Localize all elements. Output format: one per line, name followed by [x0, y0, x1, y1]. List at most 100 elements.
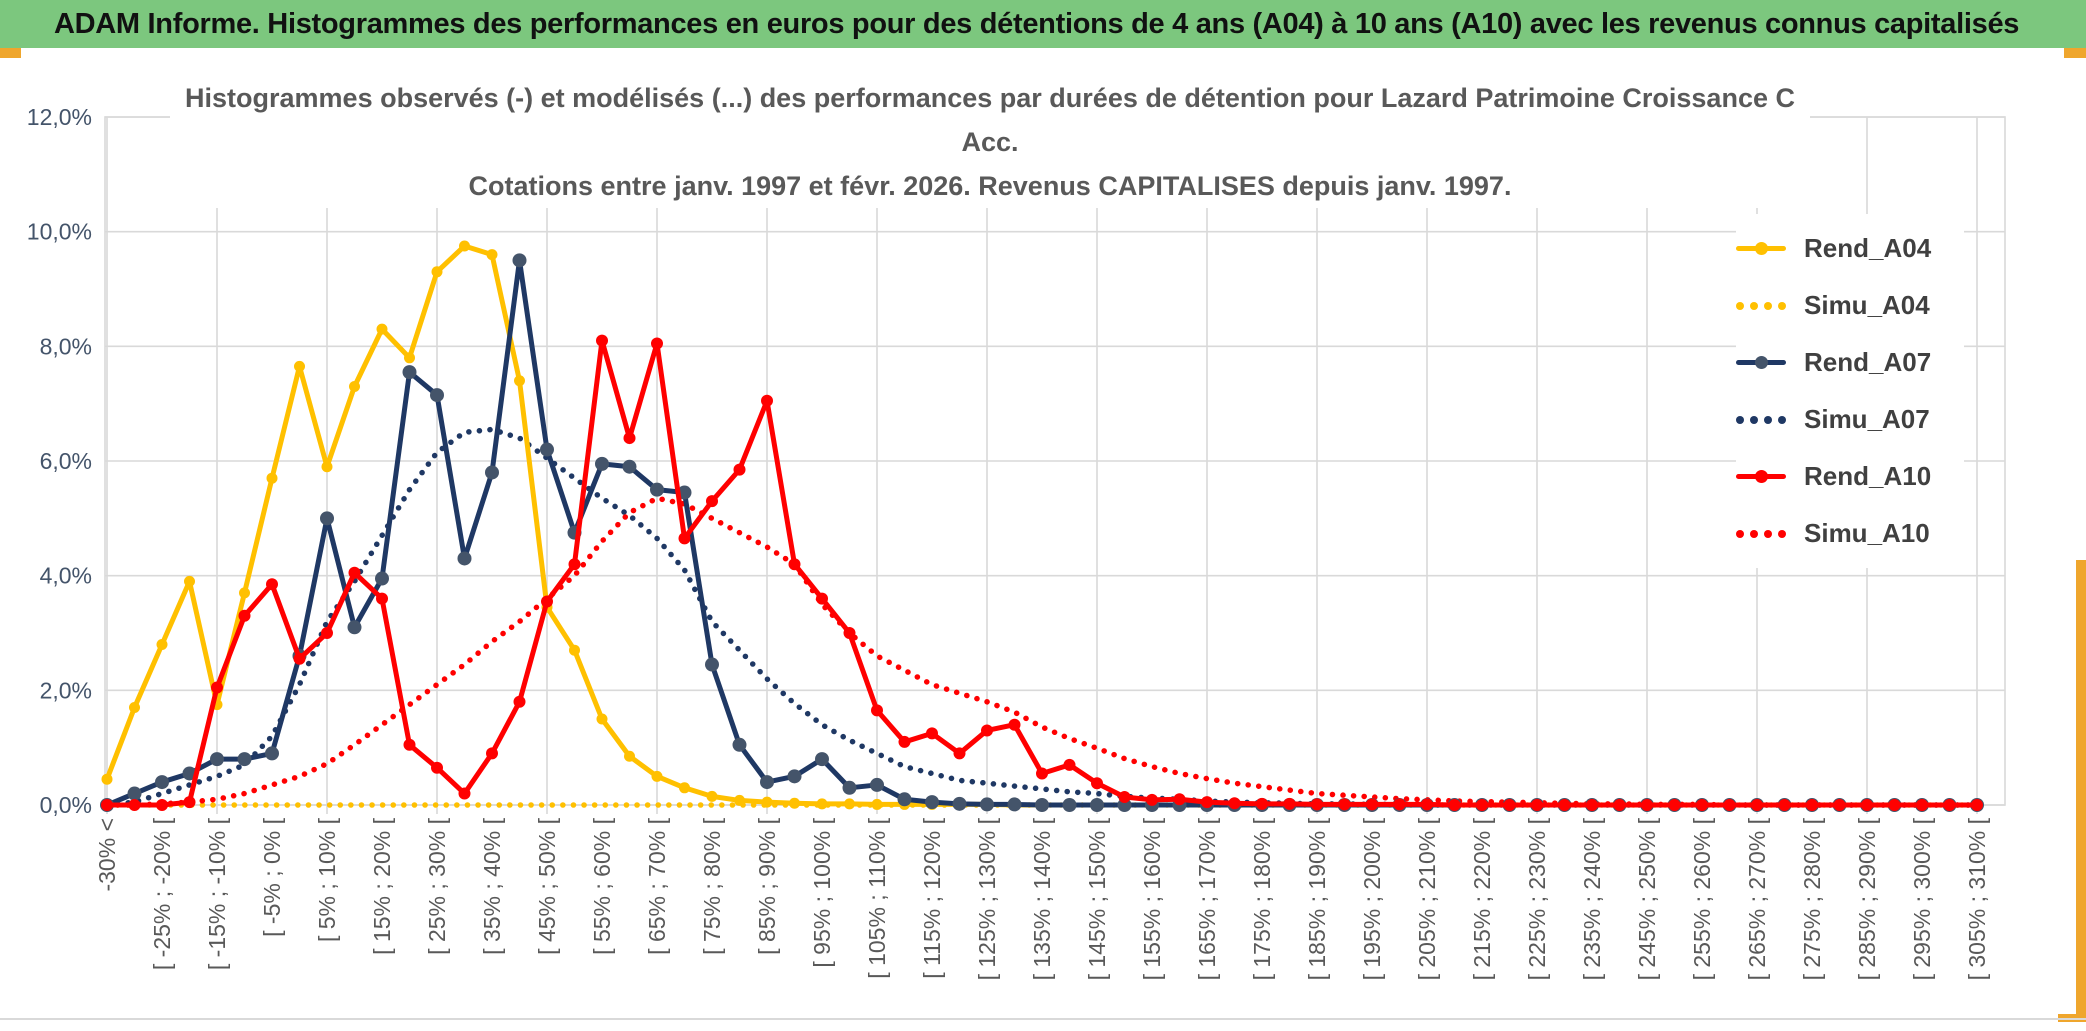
series-rend_a04-marker — [514, 375, 525, 387]
series-rend_a10-marker — [348, 566, 361, 579]
series-rend_a10-marker — [1641, 799, 1653, 811]
series-rend_a10-marker — [266, 578, 278, 591]
series-rend_a10-marker — [1338, 798, 1351, 811]
legend-item-rend-a04[interactable]: Rend_A04 — [1736, 220, 1964, 277]
x-axis-tick-label: -30% < — [94, 818, 120, 892]
series-rend_a04-marker — [431, 266, 443, 278]
series-rend_a07-marker — [870, 777, 884, 792]
series-rend_a10-marker — [101, 799, 113, 811]
x-axis-tick-label: [ 165% ; 170% [ — [1194, 817, 1220, 980]
legend-label: Rend_A04 — [1804, 233, 1932, 263]
series-rend_a04-marker — [734, 794, 745, 806]
series-rend_a10-marker — [981, 724, 993, 737]
series-rend_a07-marker — [787, 769, 802, 784]
series-rend_a07-marker — [815, 752, 829, 767]
series-rend_a10-marker — [1091, 777, 1103, 790]
series-rend_a04-marker — [156, 638, 168, 650]
series-rend_a07-marker — [1035, 798, 1049, 812]
series-rend_a10-marker — [1806, 799, 1818, 811]
legend-solid-line-icon — [1736, 356, 1798, 369]
x-axis-tick-label: [ 285% ; 290% [ — [1854, 817, 1880, 980]
series-rend_a10-marker — [1008, 718, 1021, 731]
series-rend_a10-marker — [1118, 790, 1131, 803]
y-axis-tick-label: 12,0% — [27, 104, 92, 130]
series-rend_a07-marker — [265, 746, 279, 761]
series-rend_a10-marker — [953, 747, 966, 760]
series-rend_a04-marker — [651, 770, 663, 782]
series-rend_a10-marker — [1943, 799, 1956, 811]
series-rend_a10-marker — [1283, 797, 1296, 810]
series-rend_a07-marker — [127, 786, 142, 801]
x-axis-tick-label: [ -25% ; -20% [ — [149, 817, 175, 970]
series-rend_a07-marker — [1090, 798, 1104, 812]
series-rend_a04-marker — [844, 798, 855, 810]
series-rend_a10-marker — [1916, 799, 1928, 811]
series-rend_a04-marker — [404, 352, 415, 364]
series-rend_a07-marker — [1007, 797, 1022, 812]
series-rend_a07-marker — [237, 752, 252, 767]
x-axis-tick-label: [ 175% ; 180% [ — [1249, 817, 1275, 980]
series-rend_a10-marker — [1311, 798, 1323, 811]
series-rend_a10-marker — [156, 799, 168, 811]
sheet-header-title: ADAM Informe. Histogrammes des performan… — [54, 7, 2020, 40]
gold-accent-top-right — [2064, 48, 2086, 58]
series-rend_a07-marker — [1062, 798, 1077, 812]
series-rend_a10-marker — [541, 595, 553, 608]
series-rend_a10-marker — [513, 695, 526, 708]
x-axis-tick-label: [ 105% ; 110% [ — [864, 817, 890, 978]
series-rend_a04-marker — [294, 360, 305, 372]
legend-item-rend-a10[interactable]: Rend_A10 — [1736, 448, 1964, 505]
series-rend_a10-marker — [1228, 797, 1241, 810]
series-rend_a04-marker — [376, 323, 388, 335]
series-rend_a07-marker — [650, 482, 664, 497]
series-rend_a10-marker — [1723, 799, 1736, 811]
x-axis-tick-label: [ 195% ; 200% [ — [1359, 817, 1385, 980]
x-axis-tick-label: [ 25% ; 30% [ — [424, 817, 450, 954]
series-rend_a10-marker — [183, 796, 196, 809]
series-rend_a10-marker — [1971, 799, 1983, 811]
series-rend_a10-marker — [816, 592, 828, 605]
series-rend_a07-marker — [925, 795, 939, 810]
sheet-bottom-rule — [0, 1018, 2086, 1020]
series-rend_a10-marker — [678, 532, 691, 545]
series-rend_a04-marker — [816, 798, 828, 810]
series-rend_a04-marker — [321, 461, 333, 473]
series-rend_a10-marker — [596, 334, 608, 347]
series-rend_a10-marker — [1173, 793, 1186, 806]
series-rend_a07-marker — [980, 797, 994, 812]
series-rend_a10-line — [104, 338, 1980, 808]
gold-accent-top-left — [0, 48, 21, 58]
legend-dotted-line-icon — [1736, 529, 1798, 538]
x-axis-tick-label: [ 85% ; 90% [ — [754, 817, 780, 954]
legend-item-simu-a04[interactable]: Simu_A04 — [1736, 277, 1964, 334]
series-rend_a10-marker — [1421, 798, 1433, 811]
series-rend_a10-marker — [1448, 799, 1461, 811]
y-axis-tick-label: 2,0% — [40, 677, 92, 703]
x-axis-tick-label: [ 155% ; 160% [ — [1139, 817, 1165, 980]
legend-item-simu-a07[interactable]: Simu_A07 — [1736, 391, 1964, 448]
series-rend_a10-marker — [1696, 799, 1708, 811]
series-rend_a07-marker — [540, 442, 554, 457]
legend-item-simu-a10[interactable]: Simu_A10 — [1736, 505, 1964, 562]
y-axis-tick-label: 8,0% — [40, 333, 92, 359]
series-rend_a04-marker — [101, 773, 113, 785]
series-rend_a10-marker — [431, 761, 443, 774]
series-rend_a10-marker — [128, 799, 141, 811]
series-rend_a10-marker — [1668, 799, 1681, 811]
series-simu_a10-dotted-line — [104, 495, 1980, 808]
series-rend_a10-marker — [1751, 799, 1763, 811]
series-rend_a04-marker — [871, 798, 883, 810]
chart-title-line1: Histogrammes observés (-) et modélisés (… — [185, 83, 1795, 157]
series-rend_a10-marker — [623, 432, 636, 445]
series-rend_a07-marker — [375, 571, 389, 586]
series-rend_a10-marker — [1201, 796, 1213, 809]
series-rend_a07-marker — [430, 388, 444, 403]
chart-title: Histogrammes observés (-) et modélisés (… — [170, 76, 1810, 208]
x-axis-tick-label: [ 265% ; 270% [ — [1744, 817, 1770, 980]
legend-item-rend-a07[interactable]: Rend_A07 — [1736, 334, 1964, 391]
series-rend_a04-marker — [706, 790, 718, 802]
series-rend_a10-marker — [1476, 799, 1488, 811]
series-rend_a10-marker — [293, 652, 306, 665]
series-rend_a10-marker — [1861, 799, 1873, 811]
